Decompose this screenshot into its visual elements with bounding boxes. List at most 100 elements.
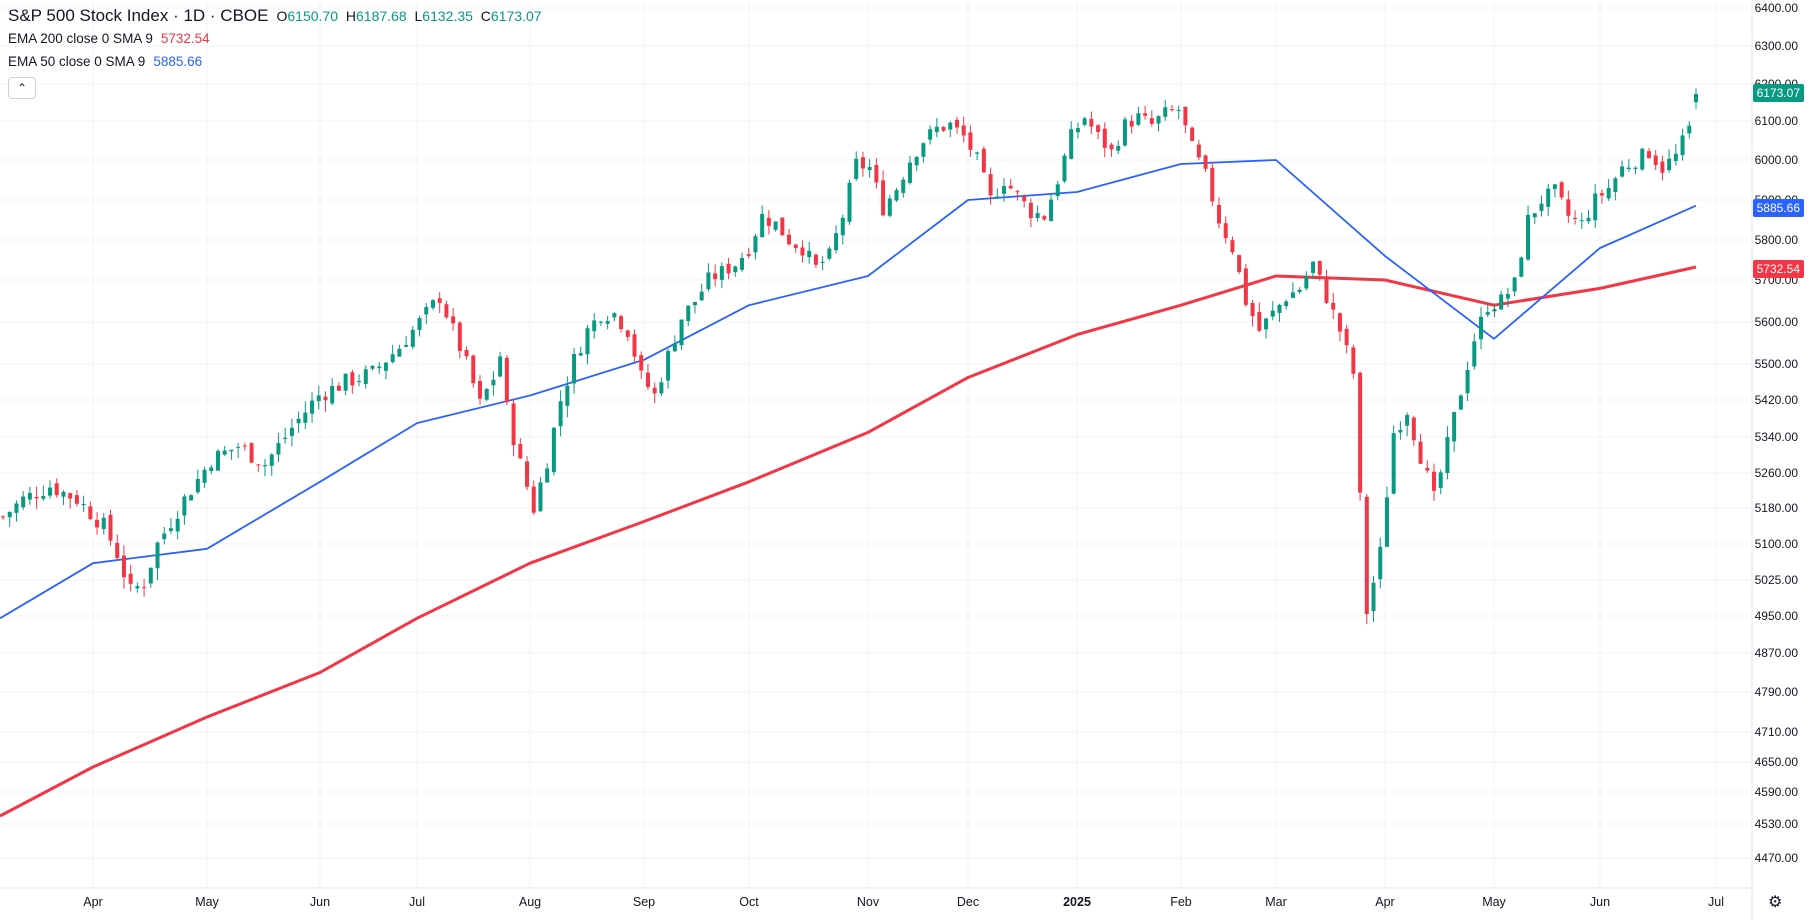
symbol-title[interactable]: S&P 500 Stock Index · 1D · CBOE: [8, 5, 269, 25]
candle: [1620, 160, 1625, 178]
candle: [1163, 99, 1168, 121]
candle: [1512, 276, 1517, 297]
candle: [222, 445, 227, 456]
candle: [1082, 116, 1087, 127]
candle: [619, 314, 624, 333]
ema200-value: 5732.54: [160, 31, 210, 46]
price-tick-label: 5800.00: [1755, 233, 1799, 247]
candle: [330, 378, 335, 406]
candle: [981, 146, 986, 173]
candle: [585, 325, 590, 365]
time-tick-label: Oct: [739, 895, 759, 909]
close-label: C: [480, 7, 491, 24]
close-value: 6173.07: [490, 7, 542, 24]
price-tick-label: 5260.00: [1755, 466, 1799, 480]
candle: [1015, 189, 1020, 201]
candle: [1626, 159, 1631, 172]
time-tick-label: May: [195, 895, 219, 909]
candle: [1243, 263, 1248, 307]
candle: [1096, 124, 1101, 140]
candle: [1452, 411, 1457, 452]
candle: [498, 351, 503, 378]
candle: [1358, 371, 1363, 501]
candle: [343, 373, 348, 396]
candle: [753, 233, 758, 260]
ema50-price-badge: 5885.66: [1752, 199, 1804, 217]
candle: [471, 354, 476, 388]
indicator-ema50[interactable]: EMA 50 close 0 SMA 9 5885.66: [8, 50, 546, 73]
candle: [430, 299, 435, 311]
candle: [679, 319, 684, 350]
candle: [242, 442, 247, 451]
candle: [444, 300, 449, 320]
candle: [860, 151, 865, 177]
low-label: L: [414, 7, 423, 24]
candle: [1398, 421, 1403, 440]
candle: [551, 426, 556, 476]
candle: [954, 116, 959, 134]
candle: [162, 526, 167, 545]
candle: [867, 158, 872, 178]
gear-icon[interactable]: ⚙: [1768, 894, 1783, 911]
candle: [1646, 148, 1651, 159]
candle: [1586, 209, 1591, 224]
ema200-price-badge: 5732.54: [1752, 260, 1804, 278]
candle: [504, 355, 509, 405]
candle: [175, 510, 180, 540]
candle: [1378, 537, 1383, 589]
candle: [1042, 214, 1047, 222]
candle: [1411, 415, 1416, 446]
collapse-legend-button[interactable]: ⌃: [8, 77, 36, 99]
candle: [108, 509, 113, 546]
candle: [598, 320, 603, 326]
candle: [1418, 433, 1423, 465]
time-tick-label: Jun: [1590, 895, 1610, 909]
candle: [1196, 140, 1201, 161]
candle: [1324, 269, 1329, 305]
candle: [1264, 317, 1269, 339]
candle: [1156, 115, 1161, 132]
candle: [968, 125, 973, 157]
candle: [269, 453, 274, 476]
candle: [1250, 300, 1255, 327]
candle: [740, 252, 745, 273]
candle: [1331, 292, 1336, 319]
time-axis: Apr May Jun Jul Aug Sep Oct Nov Dec 2025 Feb Mar Apr…: [83, 895, 1724, 909]
time-tick-label: Mar: [1265, 895, 1287, 909]
price-tick-label: 4950.00: [1755, 609, 1799, 623]
candle: [7, 511, 12, 528]
ema50-label: EMA 50 close 0 SMA 9: [8, 54, 146, 69]
candle: [1391, 425, 1396, 495]
candle: [263, 459, 268, 477]
candle: [128, 564, 133, 592]
candle: [236, 443, 241, 459]
candle: [155, 541, 160, 581]
price-tick-label: 4650.00: [1755, 755, 1799, 769]
candle: [948, 120, 953, 138]
candle: [887, 194, 892, 218]
candle: [988, 167, 993, 205]
candle: [941, 126, 946, 133]
price-tick-label: 4470.00: [1755, 851, 1799, 865]
candle: [760, 205, 765, 238]
indicator-line: [0, 159, 1697, 620]
time-tick-label: Feb: [1170, 895, 1192, 909]
candle: [1143, 105, 1148, 120]
price-tick-label: 4790.00: [1755, 685, 1799, 699]
candle: [142, 578, 147, 597]
candle: [1680, 128, 1685, 161]
candle: [511, 399, 516, 457]
symbol-row: S&P 500 Stock Index · 1D · CBOE O6150.70…: [8, 4, 546, 27]
candle: [1573, 210, 1578, 225]
candle: [437, 292, 442, 314]
price-tick-label: 4590.00: [1755, 785, 1799, 799]
candle: [692, 301, 697, 314]
indicator-ema200[interactable]: EMA 200 close 0 SMA 9 5732.54: [8, 27, 546, 50]
candle: [1673, 144, 1678, 166]
candle: [1203, 154, 1208, 172]
price-tick-label: 6100.00: [1755, 114, 1799, 128]
last-price-badge: 6173.07: [1752, 84, 1804, 102]
candle: [397, 344, 402, 357]
price-tick-label: 5025.00: [1755, 573, 1799, 587]
